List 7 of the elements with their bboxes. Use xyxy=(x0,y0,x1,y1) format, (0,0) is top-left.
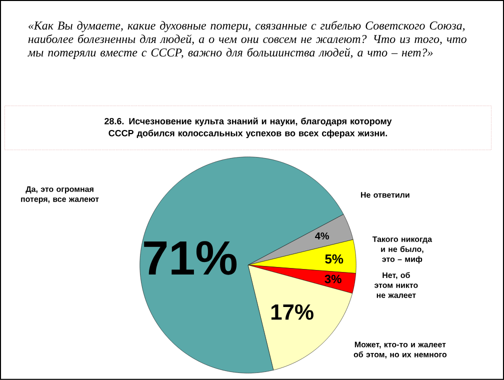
chart-subtitle: 28.6. Исчезновение культа знаний и науки, благодаря которому СССР добился колоссальных успехов во всех сферах жизни. xyxy=(104,118,392,138)
data-label: 71% xyxy=(144,241,237,275)
chart-title: «Как Вы думаете, какие духовные потери, связанные с гибелью Советского Союза, наиболее болезненны для людей, а о чем они совсем не жалеют? Что из того, что мы потеряли вместе с СССР, важно для большинства людей, а что – нет?» xyxy=(28,20,466,60)
data-label: 3% xyxy=(324,274,342,284)
data-label: 17% xyxy=(271,304,314,320)
data-label: 4% xyxy=(315,232,330,240)
data-label: 5% xyxy=(325,254,344,264)
